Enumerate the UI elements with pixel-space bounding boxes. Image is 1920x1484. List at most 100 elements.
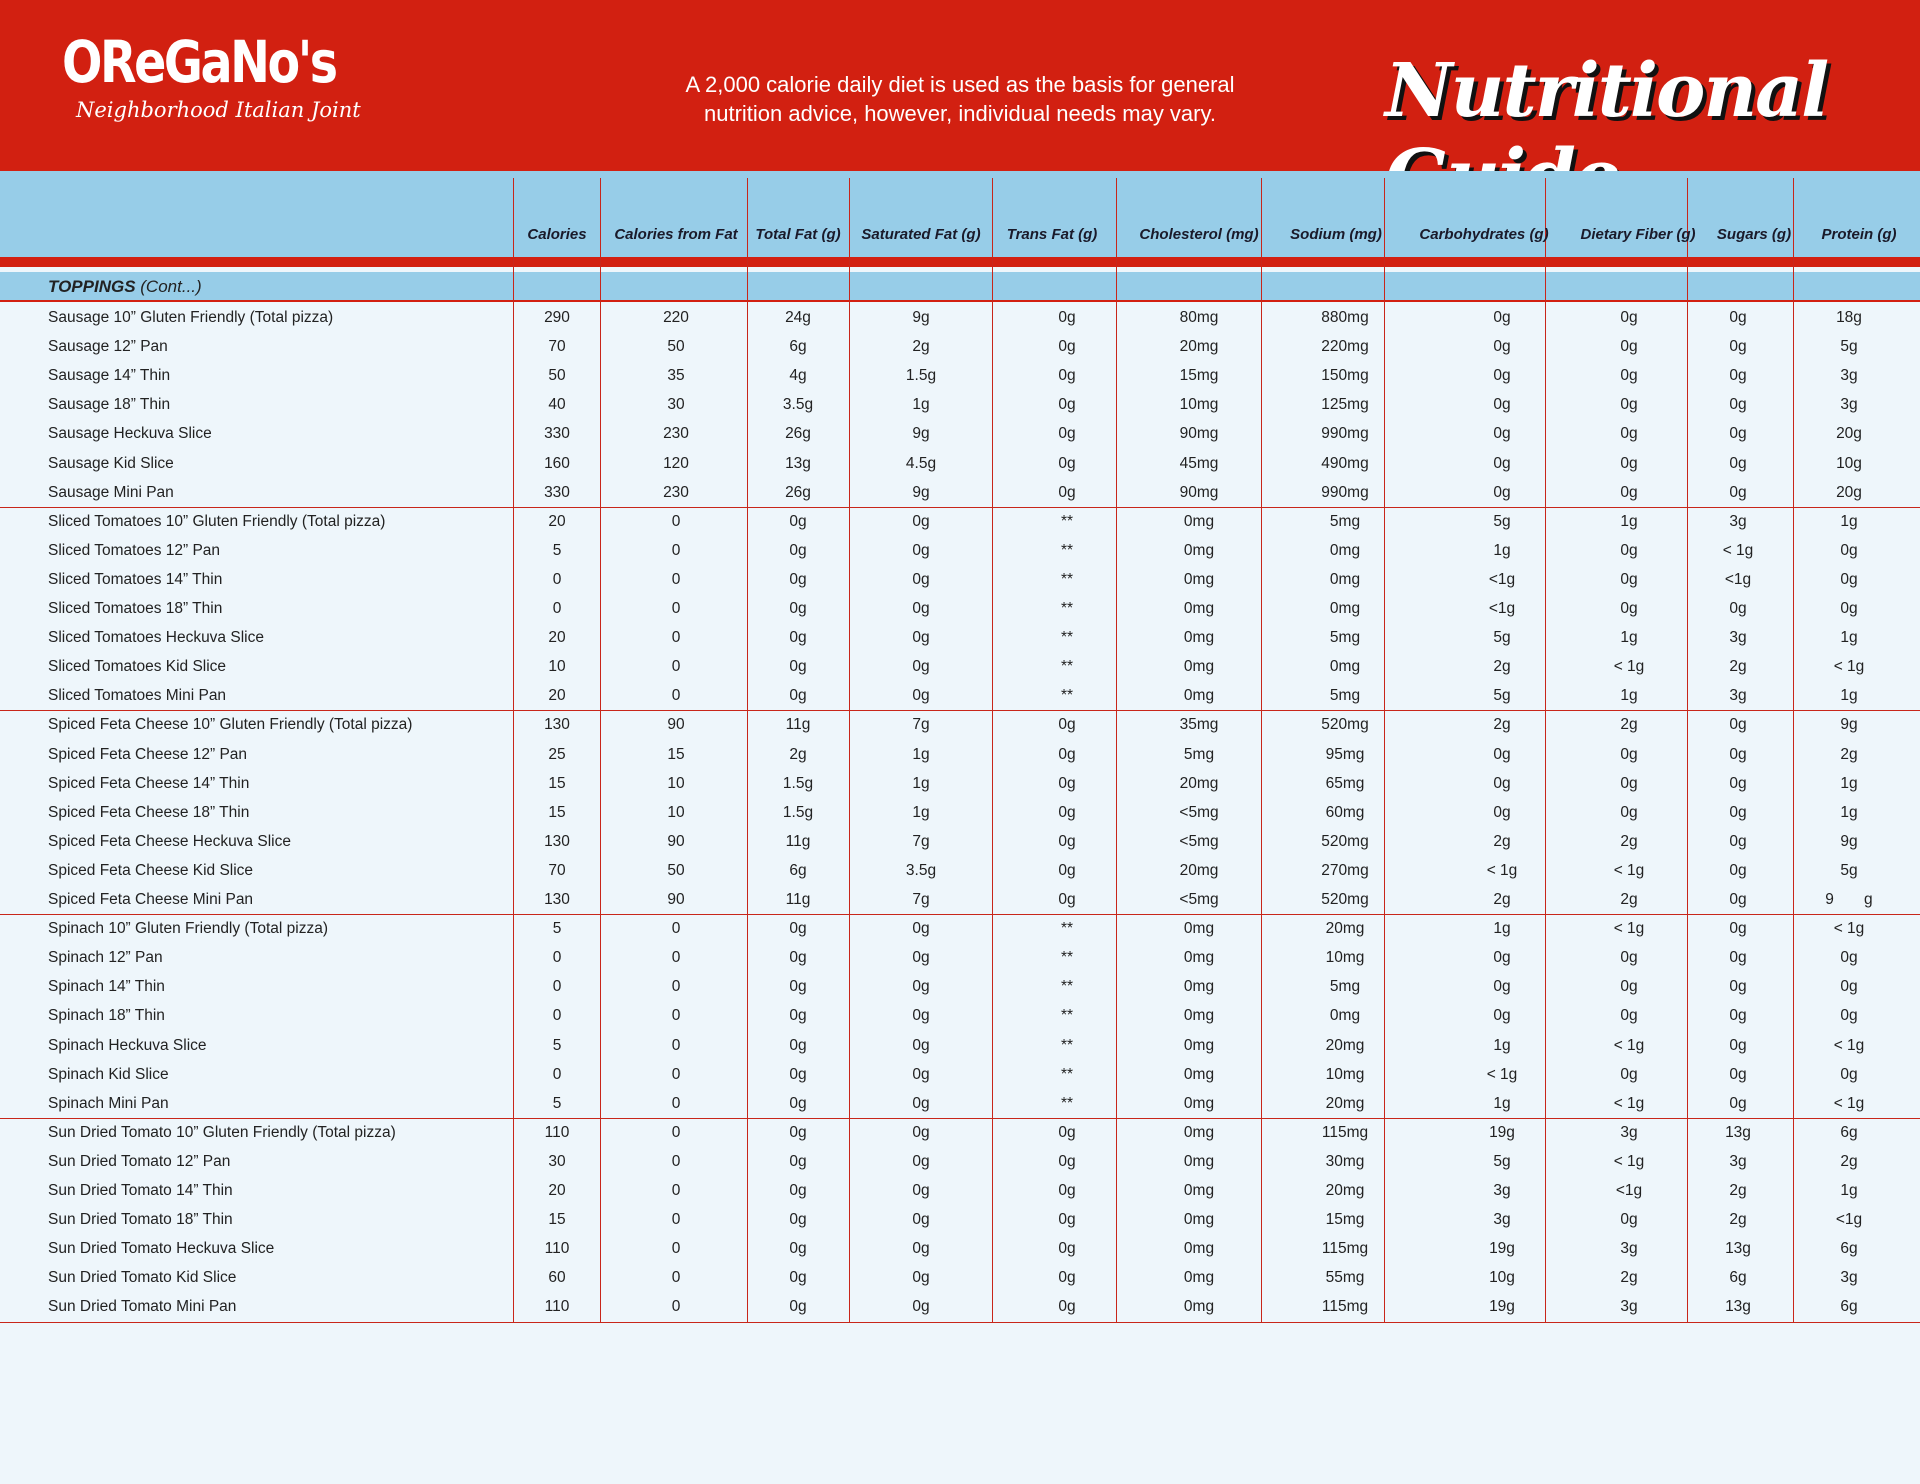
cell-value: 0mg [1329, 1007, 1361, 1025]
cell-value: 0 [671, 687, 681, 705]
cell-value: 90mg [1179, 483, 1219, 501]
cell-value: 0 [671, 1269, 681, 1287]
item-name: Spiced Feta Cheese 14” Thin [48, 774, 250, 792]
table-row: Spiced Feta Cheese 12” Pan 25 15 2g 1g 0g 5mg 9… [0, 741, 1920, 770]
cell-value: 520mg [1321, 891, 1369, 908]
cell-value: 130 [544, 716, 570, 734]
cell-value: 1.5g [782, 803, 814, 821]
item-name: Sausage 12” Pan [48, 338, 168, 356]
cell-value: 1g [1840, 774, 1858, 792]
cell-value: 0g [1729, 1094, 1747, 1112]
cell-value: 0g [1493, 803, 1511, 821]
cell-value: ** [1060, 541, 1074, 559]
cell-value: 0mg [1183, 1123, 1215, 1141]
cell-value: 15 [667, 745, 685, 763]
cell-value: 20 [548, 629, 566, 647]
cell-value: 0g [1493, 309, 1511, 326]
cell-value: 20mg [1179, 338, 1219, 356]
cell-value: 55mg [1325, 1269, 1365, 1287]
cell-value: 0mg [1183, 541, 1215, 559]
cell-value: 0g [1620, 367, 1638, 385]
table-row: Sliced Tomatoes 18” Thin 0 0 0g 0g ** 0mg 0mg <1… [0, 595, 1920, 624]
cell-value: 70 [548, 338, 566, 356]
cell-value: 0 [671, 1182, 681, 1199]
cell-value: 0mg [1183, 920, 1215, 938]
item-name: Sun Dried Tomato Kid Slice [48, 1269, 237, 1287]
cell-value: 11g [785, 891, 811, 908]
cell-value: 0g [1058, 745, 1076, 763]
cell-value: 0g [1620, 338, 1638, 356]
cell-value: 20mg [1325, 920, 1365, 938]
cell-value: 25 [548, 745, 566, 763]
cell-value: 0 [671, 658, 681, 676]
cell-value: 2g [1620, 832, 1638, 850]
cell-value: 0mg [1183, 1211, 1215, 1229]
cell-value: 35 [667, 367, 685, 385]
cell-value: 0g [1493, 425, 1511, 443]
cell-value: <1g [1724, 570, 1752, 588]
item-name: Sliced Tomatoes 14” Thin [48, 570, 223, 588]
item-name: Spinach 14” Thin [48, 978, 165, 996]
cell-value: 0 [671, 570, 681, 588]
cell-value: 65mg [1325, 774, 1365, 792]
table-row: Sliced Tomatoes 12” Pan 5 0 0g 0g ** 0mg 0mg 1g 0… [0, 537, 1920, 566]
group-divider [0, 914, 1920, 916]
cell-value: 220 [663, 309, 689, 326]
cell-value: ** [1060, 1065, 1074, 1083]
column-header: Carbohydrates (g) [1419, 226, 1549, 243]
cell-value: 0mg [1183, 658, 1215, 676]
cell-value: 115mg [1321, 1123, 1369, 1141]
cell-value: 0g [789, 1007, 807, 1025]
cell-value: 0mg [1183, 1007, 1215, 1025]
cell-value: < 1g [1486, 861, 1518, 879]
logo-brand: OReGaNo's [62, 28, 338, 96]
cell-value: 0 [552, 949, 562, 967]
cell-value: 5mg [1329, 512, 1361, 530]
cell-value: 3.5g [782, 396, 814, 414]
cell-value: < 1g [1833, 920, 1865, 938]
cell-value: 3g [1729, 687, 1747, 705]
section-header: TOPPINGS (Cont...) [0, 272, 1920, 302]
column-divider [1793, 178, 1794, 1323]
cell-value: 330 [544, 425, 570, 443]
cell-value: 20mg [1325, 1182, 1365, 1199]
cell-value: 0g [1620, 309, 1638, 326]
cell-value: 0mg [1183, 949, 1215, 967]
cell-value: 0 [671, 629, 681, 647]
table-row: Sun Dried Tomato Mini Pan 110 0 0g 0g 0g 0mg 11… [0, 1293, 1920, 1322]
cell-value: 5 [552, 541, 562, 559]
table-row: Sliced Tomatoes 14” Thin 0 0 0g 0g ** 0mg 0mg <1… [0, 566, 1920, 595]
cell-value: 10mg [1325, 1065, 1365, 1083]
table-row: Spiced Feta Cheese Kid Slice 70 50 6g 3.5g 0g… [0, 857, 1920, 886]
cell-value: 0 [671, 949, 681, 967]
table-row: Sausage 14” Thin 50 35 4g 1.5g 0g 15mg 150mg 0g 0… [0, 362, 1920, 391]
cell-value: 18g [1836, 309, 1862, 326]
cell-value: 95mg [1325, 745, 1365, 763]
cell-value: 110 [544, 1123, 570, 1141]
cell-value: 0g [1493, 774, 1511, 792]
cell-value: 0 [671, 1152, 681, 1170]
cell-value: ** [1060, 920, 1074, 938]
table-row: Sun Dried Tomato Kid Slice 60 0 0g 0g 0g 0mg 55… [0, 1264, 1920, 1293]
cell-value: 0g [1729, 861, 1747, 879]
cell-value: <1g [1835, 1211, 1863, 1229]
cell-value: 2g [1620, 716, 1638, 734]
item-name: Sliced Tomatoes Mini Pan [48, 687, 227, 705]
cell-value: 0mg [1183, 1269, 1215, 1287]
cell-value: 0g [912, 1094, 930, 1112]
cell-value: 5mg [1329, 687, 1361, 705]
cell-value: <5mg [1179, 803, 1219, 821]
cell-value: 1g [912, 396, 930, 414]
cell-value: 3g [1493, 1182, 1511, 1199]
cell-value: 110 [544, 1240, 570, 1258]
item-name: Sliced Tomatoes 12” Pan [48, 541, 221, 559]
table-row: Sausage Heckuva Slice 330 230 26g 9g 0g 90mg 99… [0, 420, 1920, 449]
cell-value: < 1g [1833, 1094, 1865, 1112]
cell-value: 3g [1620, 1298, 1638, 1316]
cell-value: 10 [548, 658, 566, 676]
table-row: Sliced Tomatoes Kid Slice 10 0 0g 0g ** 0mg 0mg… [0, 653, 1920, 682]
item-name: Sun Dried Tomato 14” Thin [48, 1182, 233, 1199]
cell-value: 0g [789, 1240, 807, 1258]
item-name: Sliced Tomatoes Kid Slice [48, 658, 227, 676]
cell-value: 0g [1620, 483, 1638, 501]
